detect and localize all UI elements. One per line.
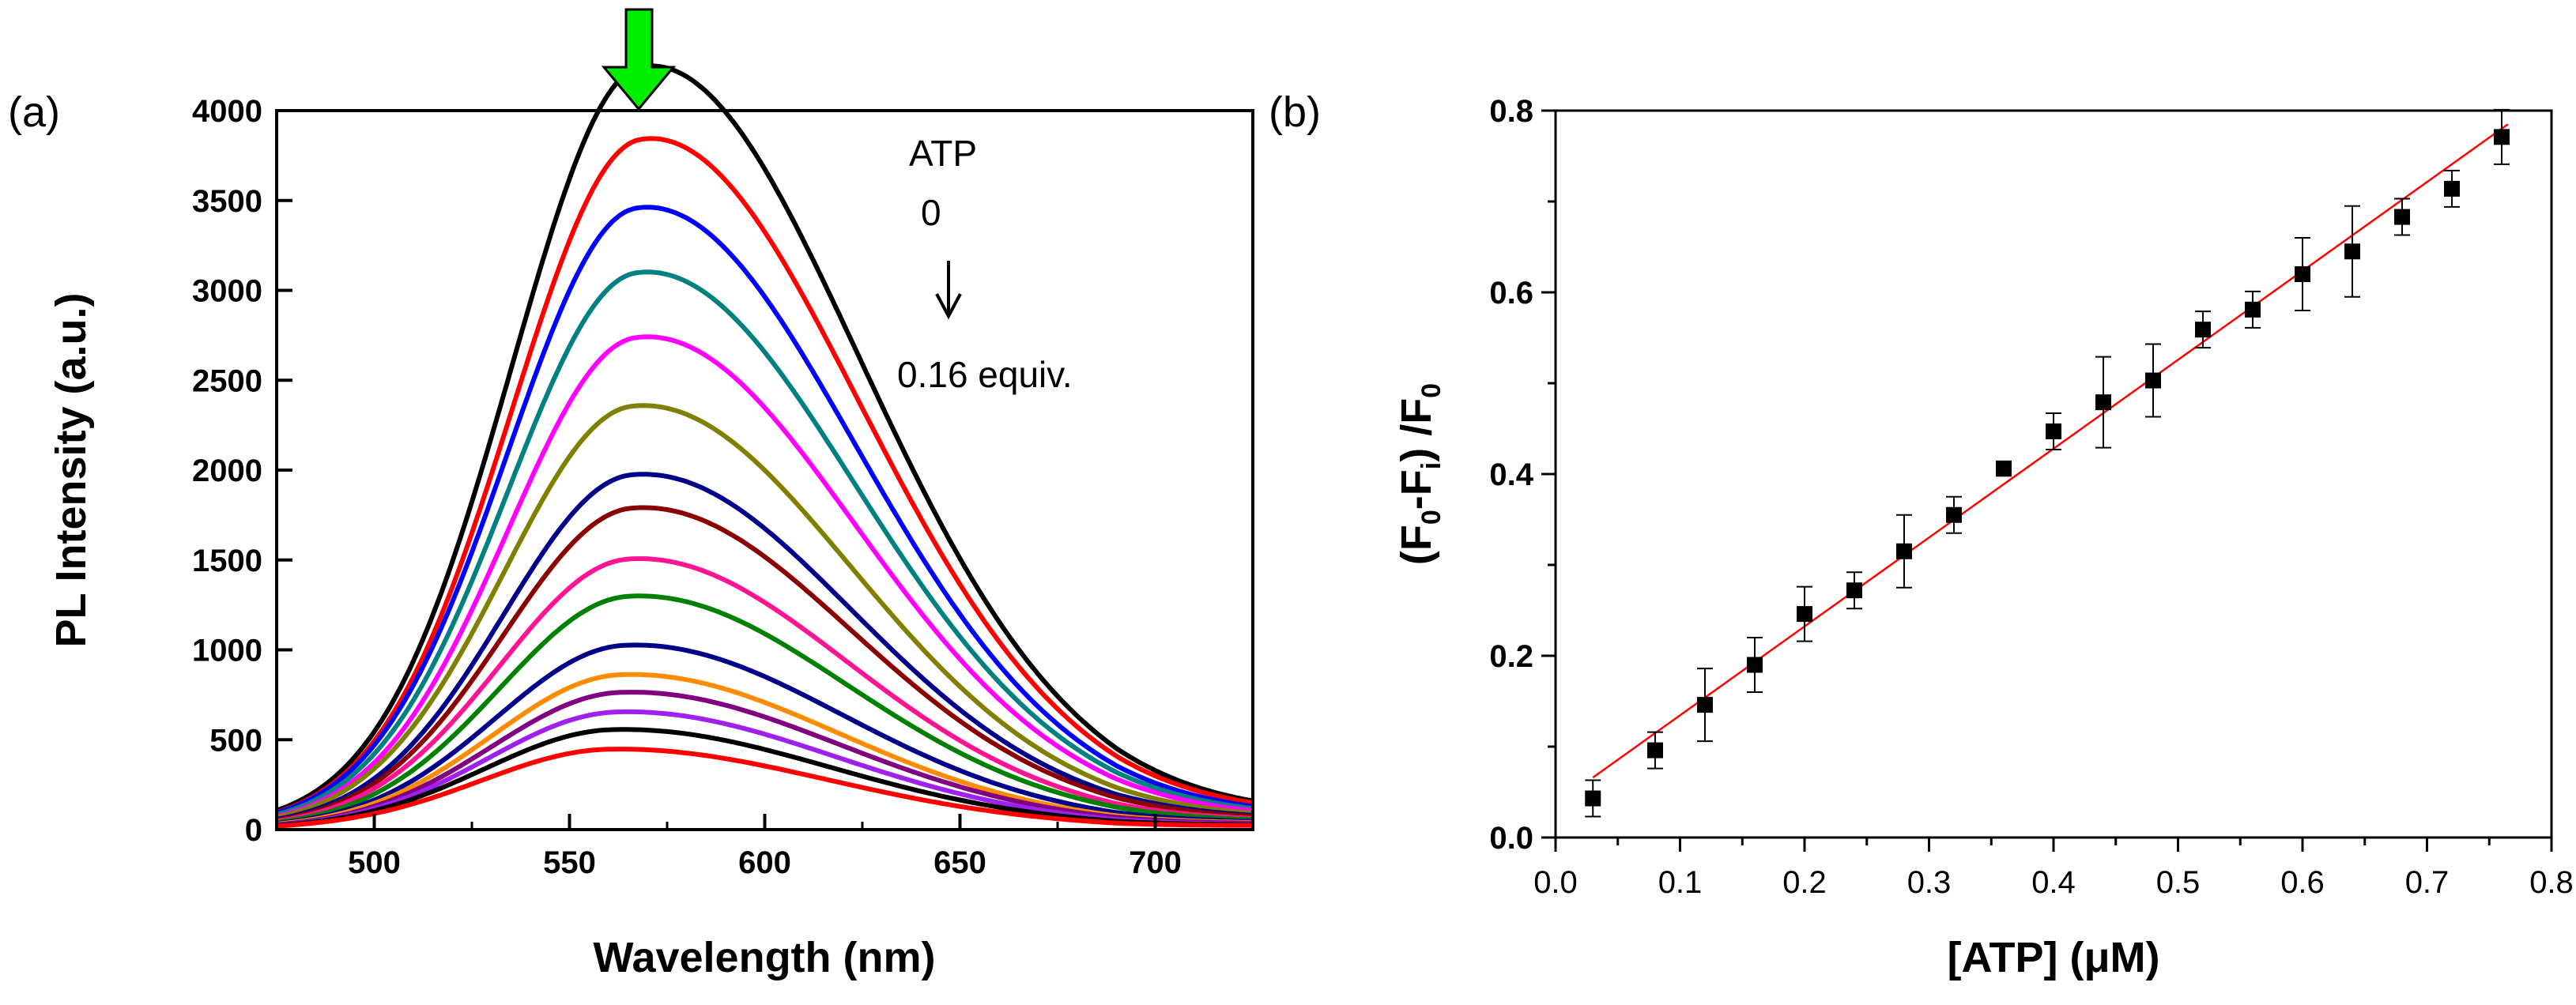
y-tick-label: 3000	[192, 274, 262, 309]
panel-a: (a) 500 550 600 650 700 0 500 1000 1500 2000 2500…	[8, 8, 1254, 981]
y-label-sub: i	[1416, 462, 1446, 469]
y-tick-label: 0.2	[1489, 639, 1533, 674]
x-tick-label: 0.8	[2529, 865, 2574, 900]
data-point	[1797, 606, 1812, 623]
x-ticks-b: 0.0 0.1 0.2 0.3 0.4 0.5 0.6 0.7 0.8	[1533, 838, 2574, 900]
x-tick-label: 600	[738, 845, 791, 880]
data-point	[1996, 461, 2012, 477]
x-tick-label: 0.5	[2156, 865, 2201, 900]
atp-annotation: ATP	[909, 133, 977, 174]
data-point	[2295, 266, 2310, 282]
data-point	[2195, 322, 2211, 338]
x-tick-label: 550	[543, 845, 596, 880]
spectrum-line-13	[276, 690, 1253, 827]
y-label-sub: 0	[1416, 383, 1446, 398]
x-tick-label: 0.3	[1907, 865, 1952, 900]
x-tick-label: 650	[933, 845, 986, 880]
y-axis-label-a: PL Intensity (a.u.)	[47, 292, 95, 647]
data-point	[1647, 742, 1663, 758]
atp-start-annotation: 0	[921, 192, 941, 233]
spectrum-line-1	[275, 63, 1254, 813]
x-tick-label: 0.2	[1782, 865, 1827, 900]
spectrum-line-6	[276, 403, 1254, 820]
y-label-part: ) /F	[1393, 398, 1440, 462]
spectrum-line-10	[276, 593, 1254, 825]
data-point	[2145, 372, 2161, 389]
x-tick-label: 0.7	[2405, 865, 2450, 900]
y-tick-label: 0.0	[1489, 821, 1533, 856]
spectra-curves	[275, 63, 1254, 829]
atp-end-annotation: 0.16 equiv.	[897, 354, 1073, 395]
data-point	[2394, 209, 2410, 225]
data-point	[2344, 243, 2360, 260]
x-axis-label-a: Wavelength (nm)	[593, 934, 935, 981]
y-tick-label: 0.4	[1489, 457, 1533, 492]
panel-a-label: (a)	[8, 88, 60, 136]
y-ticks-a: 0 500 1000 1500 2000 2500 3000 3500 4000	[192, 94, 292, 848]
data-points	[1585, 108, 2510, 818]
spectrum-line-16	[276, 747, 1253, 829]
y-tick-label: 3500	[192, 184, 262, 219]
x-tick-label: 700	[1129, 845, 1182, 880]
data-point	[1747, 657, 1763, 673]
y-tick-label: 500	[209, 723, 262, 758]
y-tick-label: 1000	[192, 634, 262, 668]
y-tick-label: 0.6	[1489, 276, 1533, 311]
data-point	[1896, 543, 1912, 559]
y-ticks-b: 0.0 0.2 0.4 0.6 0.8	[1489, 94, 1556, 856]
data-point	[2494, 129, 2510, 145]
y-tick-label: 1500	[192, 544, 262, 578]
spectrum-line-4	[276, 269, 1254, 817]
green-arrow-icon	[601, 8, 677, 111]
x-axis-label-b: [ATP] (μM)	[1948, 934, 2160, 981]
data-point	[2046, 423, 2061, 439]
y-tick-label: 4000	[192, 94, 262, 129]
panel-b-label: (b)	[1269, 88, 1321, 136]
data-point	[2095, 394, 2111, 411]
y-tick-label: 2000	[192, 454, 262, 488]
down-arrow-icon	[935, 261, 962, 320]
y-tick-label: 0	[245, 813, 262, 848]
y-label-part: -F	[1393, 469, 1440, 510]
data-point	[1846, 582, 1862, 599]
spectrum-line-2	[276, 136, 1254, 815]
y-label-part: (F	[1393, 525, 1440, 565]
spectrum-line-11	[276, 642, 1254, 826]
y-axis-label-b: (F0-Fi) /F0	[1393, 383, 1446, 565]
linear-fit-line	[1592, 123, 2509, 779]
y-tick-label: 2500	[192, 363, 262, 398]
spectrum-line-9	[276, 556, 1254, 824]
data-point	[1697, 697, 1713, 713]
spectrum-line-7	[276, 472, 1254, 822]
spectrum-line-3	[276, 205, 1254, 815]
panel-b: (b) 0.0 0.1 0.2 0.3 0.4 0.5 0.6 0.7 0.8 0.00.20.…	[1269, 88, 2574, 981]
data-point	[1946, 506, 1962, 523]
x-ticks-a: 500 550 600 650 700	[275, 814, 1254, 880]
data-point	[2444, 180, 2460, 197]
y-label-sub: 0	[1416, 510, 1446, 525]
data-point	[2245, 301, 2261, 318]
data-point	[1585, 790, 1601, 807]
x-tick-label: 0.6	[2280, 865, 2325, 900]
x-tick-label: 0.4	[2031, 865, 2076, 900]
spectrum-line-8	[276, 505, 1254, 823]
x-tick-label: 500	[348, 845, 401, 880]
x-tick-label: 0.0	[1533, 865, 1578, 900]
y-tick-label: 0.8	[1489, 94, 1533, 129]
x-tick-label: 0.1	[1658, 865, 1703, 900]
spectrum-line-5	[276, 334, 1254, 819]
